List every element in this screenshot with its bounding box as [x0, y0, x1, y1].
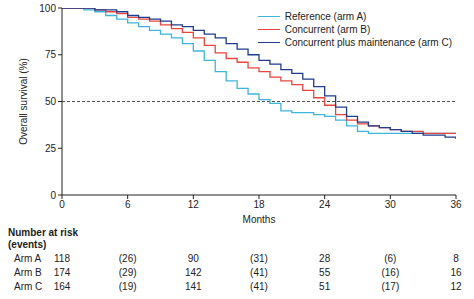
html-text:Reference (arm A): Reference (arm A) — [284, 11, 367, 22]
svg-text:(19): (19) — [119, 281, 137, 292]
svg-text:25: 25 — [45, 143, 57, 154]
svg-text:55: 55 — [319, 267, 331, 278]
svg-text:16: 16 — [450, 267, 462, 278]
html-text:Concurrent plus maintenance (a: Concurrent plus maintenance (arm C) — [284, 37, 452, 48]
svg-text:28: 28 — [319, 253, 331, 264]
svg-text:30: 30 — [385, 199, 397, 210]
html-text:Concurrent (arm B): Concurrent (arm B) — [284, 24, 371, 35]
svg-text:36: 36 — [450, 199, 462, 210]
svg-text:Arm C: Arm C — [14, 281, 42, 292]
svg-text:90: 90 — [188, 253, 200, 264]
svg-text:100: 100 — [39, 3, 56, 14]
svg-text:Arm A: Arm A — [14, 253, 42, 264]
svg-text:Arm B: Arm B — [14, 267, 42, 278]
svg-text:(41): (41) — [250, 267, 268, 278]
svg-text:118: 118 — [54, 253, 70, 264]
svg-text:(16): (16) — [381, 267, 399, 278]
svg-text:141: 141 — [185, 281, 202, 292]
svg-text:0: 0 — [50, 190, 56, 201]
svg-text:(17): (17) — [381, 281, 399, 292]
svg-text:50: 50 — [45, 96, 57, 107]
svg-text:8: 8 — [453, 253, 459, 264]
svg-text:51: 51 — [319, 281, 331, 292]
svg-text:12: 12 — [450, 281, 462, 292]
svg-text:18: 18 — [253, 199, 265, 210]
svg-text:24: 24 — [319, 199, 331, 210]
svg-text:75: 75 — [45, 49, 57, 60]
svg-text:Number at risk: Number at risk — [8, 227, 78, 238]
svg-text:6: 6 — [125, 199, 131, 210]
svg-text:(events): (events) — [8, 239, 46, 250]
svg-text:(26): (26) — [119, 253, 137, 264]
svg-text:(29): (29) — [119, 267, 137, 278]
svg-text:0: 0 — [59, 199, 65, 210]
svg-text:Months: Months — [243, 214, 276, 225]
svg-text:164: 164 — [54, 281, 71, 292]
svg-text:174: 174 — [54, 267, 71, 278]
svg-text:142: 142 — [185, 267, 202, 278]
svg-text:(31): (31) — [250, 253, 268, 264]
svg-text:Overall survival (%): Overall survival (%) — [18, 58, 29, 145]
svg-text:(41): (41) — [250, 281, 268, 292]
svg-text:(6): (6) — [384, 253, 396, 264]
svg-text:12: 12 — [188, 199, 200, 210]
